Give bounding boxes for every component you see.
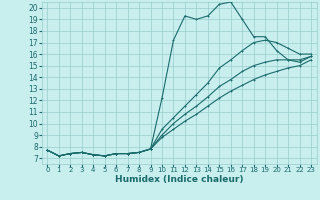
X-axis label: Humidex (Indice chaleur): Humidex (Indice chaleur) bbox=[115, 175, 244, 184]
